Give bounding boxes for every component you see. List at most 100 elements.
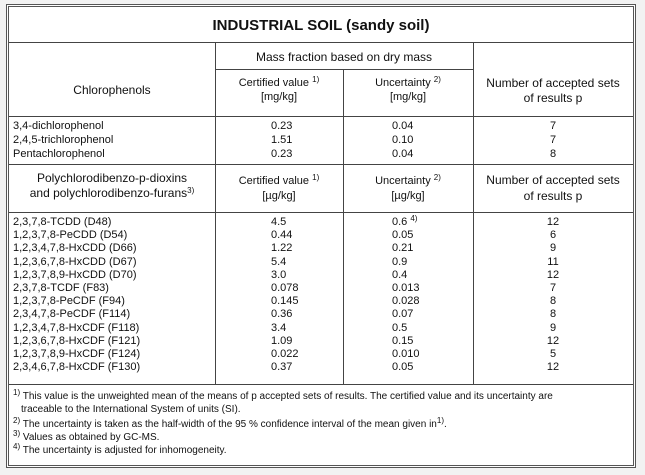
document: INDUSTRIAL SOIL (sandy soil) Mass fractio…: [6, 4, 636, 468]
row-name: 2,4,5-trichlorophenol: [13, 134, 114, 146]
footnote-mark: 4): [13, 442, 21, 451]
uncertainty-unit: [µg/kg]: [391, 190, 425, 202]
row-name: 1,2,3,6,7,8-HxCDF (F121): [13, 334, 141, 347]
row-name: 1,2,3,6,7,8-HxCDD (D67): [13, 255, 137, 268]
title: INDUSTRIAL SOIL (sandy soil): [212, 17, 430, 34]
rule: [473, 42, 474, 384]
sets-header: of results p: [523, 91, 583, 105]
footnote-ref: 4): [410, 214, 418, 223]
sets-value: 8: [549, 308, 557, 321]
certified-value: 0.145: [271, 295, 299, 308]
uncertainty-text: 0.05: [392, 229, 414, 242]
uncertainty-value: 0.9: [392, 256, 407, 269]
sets-value: 11: [547, 255, 559, 268]
footnote-ref: 2): [433, 173, 441, 182]
certified-unit: [µg/kg]: [262, 190, 296, 202]
uncertainty-value: 0.5: [392, 322, 407, 335]
rule: [343, 69, 344, 384]
certified-value: 0.37: [271, 361, 293, 374]
row-name: 2,3,4,6,7,8-HxCDF (F130): [13, 361, 141, 374]
footnote-text: The uncertainty is taken as the half-wid…: [22, 419, 437, 430]
certified-value: 0.44: [271, 229, 293, 242]
certified-value: 0.23: [271, 148, 293, 160]
sets-value: 5: [549, 348, 557, 360]
footnote-ref: 1): [312, 75, 320, 84]
rule: [9, 212, 633, 213]
certified-header-text: Certified value: [238, 175, 310, 187]
uncertainty-text: 0.013: [392, 282, 420, 294]
footnote-ref: 3): [187, 186, 195, 195]
footnote-mark: 3): [13, 429, 21, 438]
rule: [9, 164, 633, 165]
uncertainty-value: 0.028: [392, 295, 420, 308]
rule: [9, 384, 633, 385]
group-header: Chlorophenols: [73, 83, 151, 97]
sets-value: 12: [546, 361, 560, 374]
footnote-mark: 1): [13, 388, 21, 397]
uncertainty-text: 0.9: [392, 255, 408, 268]
row-name: 1,2,3,7,8,9-HxCDD (D70): [13, 268, 137, 281]
uncertainty-text: 0.028: [392, 295, 420, 308]
footnote-tail: .: [444, 419, 447, 430]
certified-value: 3.0: [271, 268, 287, 281]
sets-value: 7: [549, 134, 557, 146]
uncertainty-text: 0.10: [392, 134, 414, 146]
footnote-text: The uncertainty is adjusted for inhomoge…: [22, 445, 227, 456]
row-name: 2,3,7,8-TCDD (D48): [13, 216, 112, 228]
uncertainty-value: 0.21: [392, 242, 413, 255]
sets-header: Number of accepted sets: [486, 76, 620, 90]
group-header: and polychlorodibenzo-furans3): [9, 187, 215, 200]
uncertainty-text: 0.4: [392, 268, 408, 281]
sets-value: 12: [546, 334, 560, 347]
uncertainty-header: Uncertainty 2): [343, 75, 473, 90]
footnote-text: Values as obtained by GC-MS.: [22, 432, 160, 443]
uncertainty-text: 0.05: [392, 361, 414, 374]
certified-value: 1.22: [271, 242, 293, 255]
rule: [215, 42, 216, 384]
certified-value: 0.23: [271, 120, 293, 132]
sets-header: of results p: [523, 189, 583, 203]
uncertainty-header-text: Uncertainty: [375, 77, 431, 89]
certified-value: 0.36: [271, 308, 293, 321]
certified-value: 3.4: [271, 321, 287, 334]
uncertainty-value: 0.10: [392, 134, 413, 147]
sets-value: 7: [549, 120, 557, 132]
footnote: 2) The uncertainty is taken as the half-…: [13, 416, 447, 431]
uncertainty-value: 0.013: [392, 282, 420, 295]
uncertainty-text: 0.15: [392, 334, 414, 347]
rule: [215, 69, 473, 70]
sets-value: 8: [549, 295, 557, 308]
sets-value: 12: [546, 268, 560, 281]
uncertainty-value: 0.04: [392, 148, 413, 161]
certified-value: 4.5: [271, 216, 287, 228]
footnote: traceable to the International System of…: [21, 404, 241, 415]
certified-value: 1.09: [271, 334, 293, 347]
row-name: 1,2,3,4,7,8-HxCDF (F118): [13, 321, 140, 334]
footnote: 1) This value is the unweighted mean of …: [13, 388, 553, 403]
sets-value: 9: [549, 242, 557, 255]
row-name: 1,2,3,7,8-PeCDF (F94): [13, 295, 125, 308]
footnote-text: This value is the unweighted mean of the…: [22, 391, 553, 402]
certified-unit: [mg/kg]: [260, 91, 298, 103]
uncertainty-header-text: Uncertainty: [375, 175, 431, 187]
rule: [9, 116, 633, 117]
sets-value: 9: [549, 321, 557, 334]
uncertainty-text: 0.21: [392, 242, 414, 255]
footnote-ref: 1): [436, 416, 444, 425]
uncertainty-value: 0.4: [392, 269, 407, 282]
uncertainty-header: Uncertainty 2): [343, 173, 473, 188]
uncertainty-value: 0.04: [392, 120, 413, 133]
uncertainty-value: 0.010: [392, 348, 420, 361]
certified-header: Certified value 1): [215, 75, 343, 90]
group-header: Polychlorodibenzo-p-dioxins: [36, 171, 188, 185]
row-name: 1,2,3,4,7,8-HxCDD (D66): [13, 242, 137, 255]
certified-value: 5.4: [271, 255, 287, 268]
footnote-ref: 1): [312, 173, 320, 182]
sets-value: 7: [549, 282, 557, 294]
uncertainty-value: 0.05: [392, 229, 413, 242]
uncertainty-text: 0.04: [392, 120, 414, 132]
footnote-ref: 2): [433, 75, 441, 84]
certified-value: 0.022: [271, 348, 299, 360]
row-name: 1,2,3,7,8,9-HxCDF (F124): [13, 348, 141, 360]
mass-fraction-header: Mass fraction based on dry mass: [255, 50, 433, 64]
